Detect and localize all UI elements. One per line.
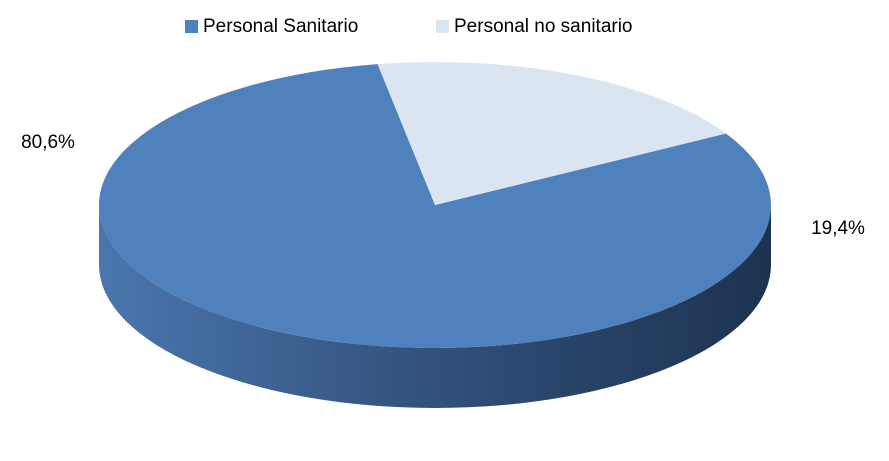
legend-label: Personal no sanitario — [454, 16, 633, 37]
legend-swatch — [436, 20, 449, 33]
legend-swatch — [185, 20, 198, 33]
data-labels: 80,6% 19,4% — [21, 132, 865, 239]
data-label: 19,4% — [811, 218, 865, 239]
legend: Personal Sanitario Personal no sanitario — [185, 16, 633, 37]
legend-label: Personal Sanitario — [203, 16, 358, 37]
pie-slice — [377, 62, 726, 205]
pie-slice — [99, 64, 772, 349]
pie-tops — [99, 62, 772, 349]
data-label: 80,6% — [21, 132, 75, 153]
pie-sides — [99, 205, 771, 408]
pie-side — [99, 205, 771, 408]
